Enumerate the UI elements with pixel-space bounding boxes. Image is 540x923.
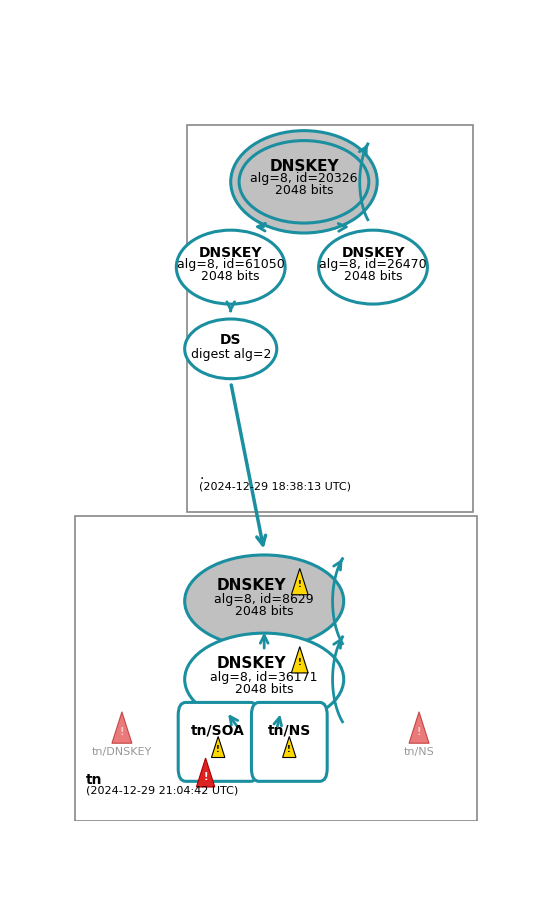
Text: .: . <box>199 468 204 483</box>
Ellipse shape <box>319 230 428 304</box>
Text: DNSKEY: DNSKEY <box>217 578 286 593</box>
Text: tn/SOA: tn/SOA <box>191 724 245 737</box>
Polygon shape <box>112 712 132 743</box>
Ellipse shape <box>231 131 377 233</box>
Polygon shape <box>197 758 215 787</box>
Text: DNSKEY: DNSKEY <box>217 656 286 671</box>
Text: digest alg=2: digest alg=2 <box>191 348 271 361</box>
Text: alg=8, id=20326: alg=8, id=20326 <box>250 172 357 185</box>
Text: (2024-12-29 18:38:13 UTC): (2024-12-29 18:38:13 UTC) <box>199 481 352 491</box>
Ellipse shape <box>185 555 344 647</box>
Text: alg=8, id=8629: alg=8, id=8629 <box>214 593 314 605</box>
Text: (2024-12-29 21:04:42 UTC): (2024-12-29 21:04:42 UTC) <box>86 785 239 796</box>
Ellipse shape <box>239 140 369 223</box>
Text: alg=8, id=36171: alg=8, id=36171 <box>211 671 318 684</box>
Text: !: ! <box>216 745 220 754</box>
FancyBboxPatch shape <box>178 702 258 781</box>
Polygon shape <box>212 737 225 758</box>
Ellipse shape <box>176 230 285 304</box>
Text: 2048 bits: 2048 bits <box>275 184 333 197</box>
Text: alg=8, id=26470: alg=8, id=26470 <box>319 258 427 271</box>
Ellipse shape <box>185 633 344 725</box>
Ellipse shape <box>185 319 277 378</box>
Text: DNSKEY: DNSKEY <box>199 246 262 260</box>
Polygon shape <box>292 569 308 594</box>
Text: tn: tn <box>86 773 103 787</box>
FancyBboxPatch shape <box>252 702 327 781</box>
Text: DNSKEY: DNSKEY <box>269 159 339 174</box>
Text: 2048 bits: 2048 bits <box>201 270 260 282</box>
Text: tn/DNSKEY: tn/DNSKEY <box>92 747 152 757</box>
Polygon shape <box>292 647 308 673</box>
Bar <box>187 125 474 512</box>
Text: alg=8, id=61050: alg=8, id=61050 <box>177 258 285 271</box>
Text: !: ! <box>120 727 124 737</box>
Polygon shape <box>282 737 296 758</box>
Text: 2048 bits: 2048 bits <box>235 605 293 618</box>
Text: tn/NS: tn/NS <box>268 724 311 737</box>
Text: !: ! <box>298 658 302 667</box>
Text: tn/NS: tn/NS <box>404 747 434 757</box>
Text: !: ! <box>287 745 291 754</box>
Text: 2048 bits: 2048 bits <box>235 684 293 697</box>
Text: DNSKEY: DNSKEY <box>341 246 405 260</box>
Polygon shape <box>409 712 429 743</box>
Text: DS: DS <box>220 333 241 347</box>
Text: 2048 bits: 2048 bits <box>344 270 402 282</box>
Bar <box>75 516 477 821</box>
Text: !: ! <box>298 581 302 589</box>
Text: !: ! <box>417 727 421 737</box>
Text: !: ! <box>204 772 208 782</box>
